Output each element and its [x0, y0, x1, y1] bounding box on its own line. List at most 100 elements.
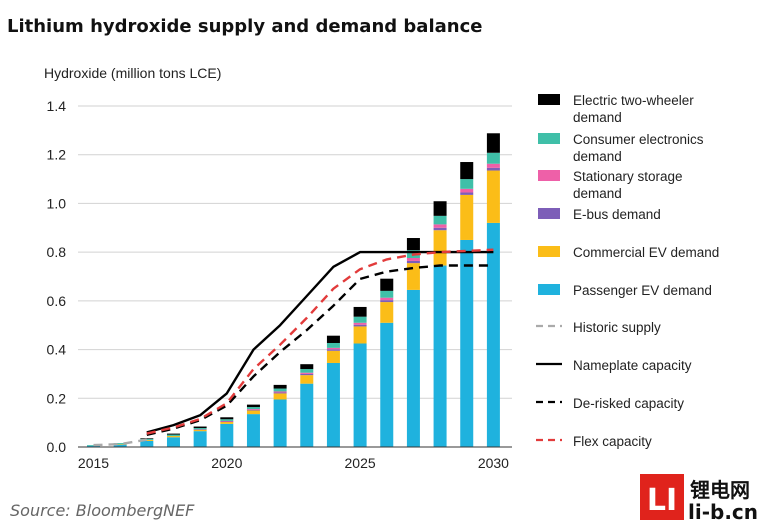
- bar-stack-2021: [246, 404, 260, 447]
- bar-stack-2029: [460, 162, 474, 447]
- y-tick-label: 1.4: [47, 98, 67, 114]
- legend-swatch: [538, 133, 560, 144]
- bar-segment-e-bus-demand: [353, 324, 367, 327]
- x-tick-label: 2015: [78, 455, 109, 471]
- y-tick-label: 0.8: [47, 244, 67, 260]
- bar-segment-passenger-ev-demand: [113, 444, 127, 447]
- bar-segment-electric-two-wheeler-demand: [193, 426, 207, 429]
- legend-label: demand: [573, 149, 622, 164]
- capacity-lines: [93, 248, 494, 447]
- bar-segment-stationary-storage-demand: [406, 257, 420, 261]
- legend-item: Historic supply: [536, 320, 661, 335]
- y-axis-label: Hydroxide (million tons LCE): [44, 65, 221, 81]
- bar-segment-electric-two-wheeler-demand: [220, 417, 234, 420]
- x-tick-label: 2025: [345, 455, 376, 471]
- bar-segment-electric-two-wheeler-demand: [380, 278, 394, 291]
- legend-label: Stationary storage: [573, 169, 683, 184]
- line-historic-supply: [93, 438, 147, 447]
- y-tick-label: 1.2: [47, 147, 67, 163]
- legend-label: Flex capacity: [573, 434, 652, 449]
- legend-swatch: [538, 94, 560, 105]
- legend-item: E-bus demand: [538, 207, 661, 222]
- bar-segment-consumer-electronics-demand: [140, 438, 154, 440]
- y-tick-label: 0.2: [47, 390, 67, 406]
- y-tick-label: 1.0: [47, 195, 67, 211]
- bar-stack-2023: [300, 364, 314, 447]
- watermark-logo: LI 锂电网 li-b.cn: [640, 474, 758, 524]
- bar-stack-2018: [166, 433, 180, 447]
- bar-segment-consumer-electronics-demand: [87, 445, 100, 446]
- bar-segment-passenger-ev-demand: [87, 445, 100, 447]
- bar-stack-2026: [380, 278, 394, 447]
- bar-segment-commercial-ev-demand: [113, 444, 127, 445]
- bar-segment-stationary-storage-demand: [380, 297, 394, 301]
- legend-label: Historic supply: [573, 320, 661, 335]
- gridlines: [78, 105, 512, 399]
- bar-stack-2024: [326, 335, 340, 447]
- bar-stack-2016: [113, 443, 127, 447]
- x-tick-labels: 2015 2020 2025 2030: [78, 455, 509, 471]
- legend-label: Passenger EV demand: [573, 283, 712, 298]
- legend-label: demand: [573, 110, 622, 125]
- legend-label: De-risked capacity: [573, 396, 684, 411]
- bar-segment-commercial-ev-demand: [460, 194, 474, 240]
- bar-stack-2020: [220, 417, 234, 447]
- legend-label: Electric two-wheeler: [573, 93, 694, 108]
- bar-segment-electric-two-wheeler-demand: [273, 384, 287, 389]
- bar-segment-passenger-ev-demand: [433, 265, 447, 447]
- source-note: Source: BloombergNEF: [10, 501, 195, 520]
- bar-stack-2027: [406, 238, 420, 447]
- bar-segment-consumer-electronics-demand: [273, 388, 287, 392]
- legend-item: Stationary storage demand: [538, 169, 683, 201]
- bar-segment-e-bus-demand: [220, 421, 234, 423]
- x-tick-label: 2030: [478, 455, 509, 471]
- y-tick-label: 0.4: [47, 342, 67, 358]
- bar-segment-consumer-electronics-demand: [460, 179, 474, 189]
- bar-stack-2022: [273, 384, 287, 447]
- bar-segment-electric-two-wheeler-demand: [246, 404, 260, 408]
- legend-item: Consumer electronics demand: [538, 132, 704, 164]
- bar-segment-passenger-ev-demand: [486, 222, 500, 447]
- legend-label: Commercial EV demand: [573, 245, 719, 260]
- logo-mark-text: LI: [647, 483, 677, 518]
- bar-segment-passenger-ev-demand: [300, 383, 314, 447]
- bar-segment-consumer-electronics-demand: [246, 407, 260, 410]
- bar-segment-stationary-storage-demand: [460, 188, 474, 193]
- bar-segment-consumer-electronics-demand: [220, 419, 234, 421]
- bar-segment-consumer-electronics-demand: [300, 369, 314, 373]
- bar-segment-electric-two-wheeler-demand: [486, 133, 500, 153]
- y-tick-labels: 0.0 0.2 0.4 0.6 0.8 1.0 1.2 1.4: [47, 98, 67, 455]
- bar-segment-commercial-ev-demand: [300, 375, 314, 384]
- legend-item: Nameplate capacity: [536, 358, 692, 373]
- legend-label: E-bus demand: [573, 207, 661, 222]
- bar-segment-passenger-ev-demand: [326, 362, 340, 447]
- bar-segment-commercial-ev-demand: [486, 170, 500, 223]
- bar-segment-consumer-electronics-demand: [486, 152, 500, 164]
- bar-segment-electric-two-wheeler-demand: [140, 438, 154, 439]
- bar-segment-passenger-ev-demand: [380, 322, 394, 447]
- bar-segment-consumer-electronics-demand: [433, 215, 447, 225]
- legend-item: Passenger EV demand: [538, 283, 712, 298]
- bar-segment-passenger-ev-demand: [406, 289, 420, 447]
- bar-segment-electric-two-wheeler-demand: [166, 433, 180, 435]
- legend-label: demand: [573, 186, 622, 201]
- bar-segment-stationary-storage-demand: [486, 163, 500, 168]
- bar-segment-commercial-ev-demand: [246, 410, 260, 415]
- bar-segment-commercial-ev-demand: [406, 263, 420, 290]
- bar-segment-commercial-ev-demand: [433, 230, 447, 266]
- bar-stacks: [87, 133, 500, 447]
- bar-segment-stationary-storage-demand: [273, 391, 287, 393]
- bar-segment-e-bus-demand: [406, 260, 420, 264]
- legend-label: Nameplate capacity: [573, 358, 692, 373]
- legend-item: Flex capacity: [536, 434, 652, 449]
- bar-segment-stationary-storage-demand: [326, 347, 340, 350]
- bar-segment-consumer-electronics-demand: [193, 428, 207, 430]
- bar-segment-e-bus-demand: [273, 392, 287, 394]
- bar-segment-passenger-ev-demand: [166, 437, 180, 447]
- line-de-risked-capacity: [146, 264, 494, 436]
- bar-segment-electric-two-wheeler-demand: [460, 162, 474, 180]
- bar-segment-commercial-ev-demand: [326, 350, 340, 363]
- legend-item: De-risked capacity: [536, 396, 684, 411]
- bar-segment-e-bus-demand: [300, 373, 314, 376]
